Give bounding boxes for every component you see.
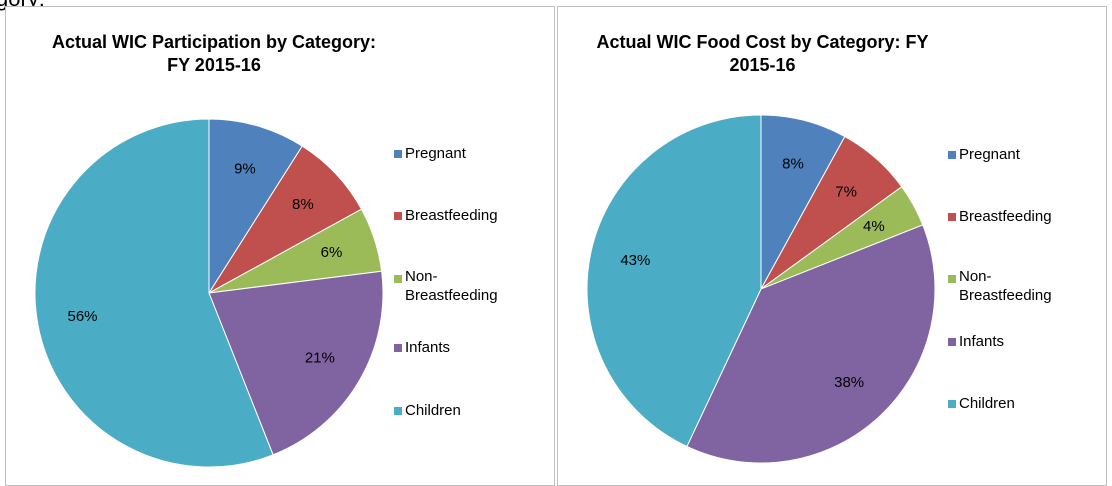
legend-label: Pregnant — [405, 145, 467, 162]
legend-label: Children — [959, 395, 1015, 412]
legend-swatch — [394, 344, 402, 352]
pie-slice — [208, 118, 303, 295]
data-label: 43% — [620, 252, 650, 269]
legend-swatch — [394, 407, 402, 415]
legend-swatch — [948, 275, 956, 283]
chart-title: Actual WIC Food Cost by Category: FY 201… — [596, 32, 929, 75]
pie-slice — [686, 224, 936, 464]
legend-label: Breastfeeding — [405, 207, 498, 224]
legend-label: Children — [405, 402, 461, 419]
legend-label: Infants — [959, 333, 1004, 350]
pie-slice — [208, 270, 384, 456]
data-label: 56% — [68, 308, 98, 325]
legend-swatch — [394, 212, 402, 220]
pie-slice — [34, 118, 274, 468]
legend-label: Non-Breastfeeding — [959, 268, 1052, 304]
data-label: 6% — [321, 244, 343, 261]
data-label: 4% — [863, 218, 885, 235]
data-label: 21% — [305, 350, 335, 367]
legend-label: Breastfeeding — [959, 208, 1052, 225]
chart: 8% 7% 4% 38% 43% Pregnant Breastfeeding Non-Bre… — [586, 114, 1052, 464]
legend-swatch — [948, 400, 956, 408]
legend-label: Infants — [405, 339, 450, 356]
legend-swatch — [948, 213, 956, 221]
legend-swatch — [948, 338, 956, 346]
data-label: 9% — [234, 160, 256, 177]
data-label: 8% — [782, 155, 804, 172]
legend-swatch — [394, 150, 402, 158]
header-text: gory: — [0, 0, 45, 12]
data-label: 8% — [292, 196, 314, 213]
legend-label: Pregnant — [959, 146, 1021, 163]
legend-label: Non-Breastfeeding — [405, 268, 498, 304]
data-label: 7% — [835, 183, 857, 200]
legend-swatch — [948, 151, 956, 159]
legend-swatch — [394, 275, 402, 283]
chart-box: Actual WIC Participation by Category: FY… — [5, 6, 555, 486]
data-label: 38% — [834, 374, 864, 391]
pie-slice — [586, 114, 762, 448]
chart-box: Actual WIC Food Cost by Category: FY 201… — [557, 6, 1107, 486]
chart: 9% 8% 6% 21% 56% Pregnant Breastfeeding Non-Bre… — [34, 118, 498, 468]
chart-title: Actual WIC Participation by Category: FY… — [51, 32, 377, 75]
